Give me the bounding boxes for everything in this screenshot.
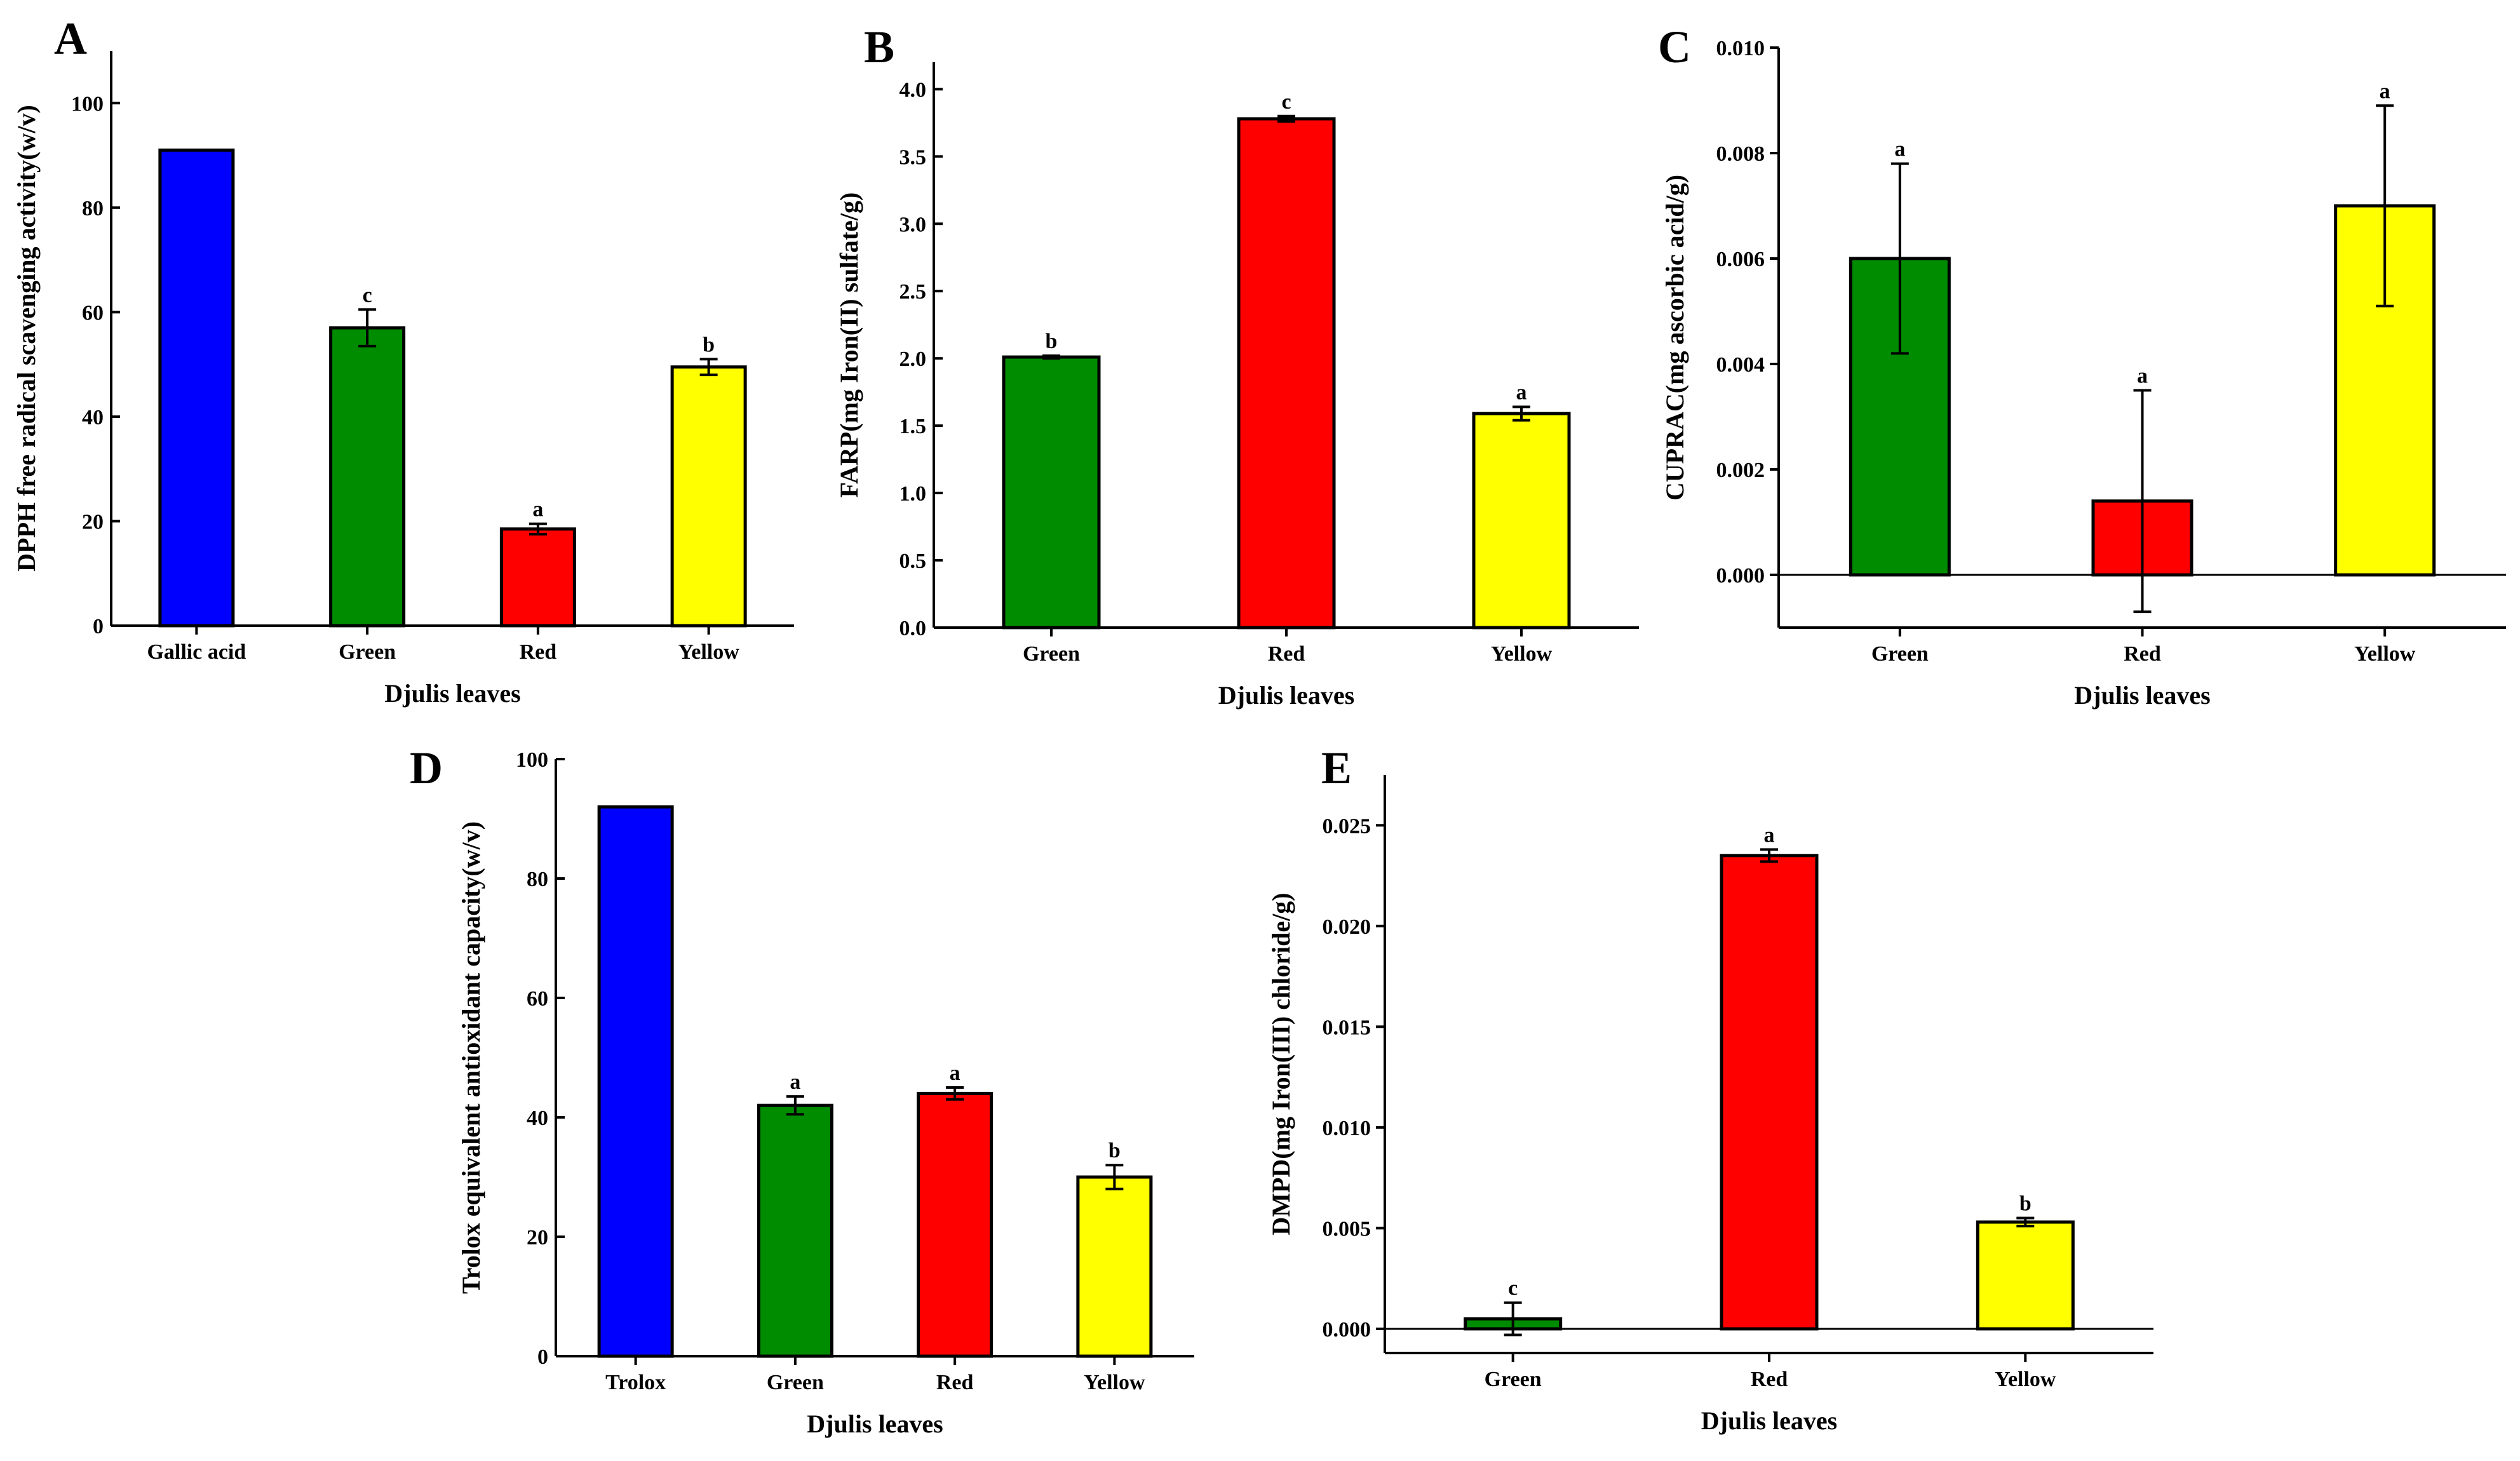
x-axis-title: Djulis leaves: [2074, 681, 2210, 710]
significance-label: c: [363, 283, 372, 307]
y-tick-label: 60: [82, 301, 104, 325]
x-tick-label: Green: [1023, 642, 1080, 666]
bar: [1002, 355, 1101, 630]
y-tick-label: 3.5: [900, 145, 927, 169]
bar: [597, 805, 674, 1358]
bar: [158, 148, 235, 628]
significance-label: a: [1764, 823, 1775, 847]
x-tick-label: Green: [767, 1371, 824, 1394]
y-tick-label: 0.025: [1323, 814, 1371, 838]
bar: [1720, 854, 1819, 1331]
panel-letter: E: [1321, 743, 1352, 793]
panel-a: Ac a b 0 20 40 60 80 100 Gallic acid Green Red Yello…: [12, 13, 794, 708]
bar: [917, 1091, 994, 1358]
y-tick-label: 0: [93, 615, 104, 638]
y-tick-label: 0.020: [1323, 915, 1371, 939]
y-tick-label: 20: [82, 510, 104, 534]
panel-b: Bb c a 0.0 0.5 1.0 1.5 2.0 2.5 3.0 3.5 4.0 Green Red Y…: [835, 22, 1639, 710]
bar: [757, 1103, 833, 1358]
significance-label: c: [1508, 1277, 1518, 1300]
panel-letter: B: [864, 22, 894, 72]
y-tick-label: 100: [71, 92, 104, 116]
y-tick-label: 0.010: [1323, 1117, 1371, 1140]
panel-letter: D: [410, 743, 443, 793]
x-tick-label: Green: [339, 640, 396, 664]
y-tick-label: 0.006: [1716, 248, 1765, 271]
significance-label: a: [2380, 79, 2390, 103]
bar: [1076, 1175, 1153, 1358]
y-tick-label: 0.010: [1716, 37, 1765, 60]
x-tick-label: Yellow: [1995, 1368, 2056, 1391]
x-tick-label: Yellow: [678, 640, 739, 664]
significance-label: c: [1281, 90, 1291, 114]
y-tick-label: 80: [527, 868, 548, 891]
significance-label: a: [1894, 138, 1905, 161]
significance-label: a: [532, 498, 543, 522]
y-axis-title: FARP(mg Iron(II) sulfate/g): [835, 192, 863, 498]
significance-label: b: [1046, 330, 1058, 353]
y-tick-label: 0.015: [1323, 1016, 1371, 1039]
x-tick-label: Yellow: [2354, 642, 2416, 666]
x-axis-title: Djulis leaves: [1701, 1406, 1837, 1435]
y-tick-label: 0: [537, 1345, 548, 1369]
y-axis-title: DPPH free radical scavenging activity(w/…: [12, 105, 41, 572]
y-tick-label: 40: [82, 406, 104, 429]
significance-label: a: [790, 1070, 800, 1094]
x-tick-label: Red: [1751, 1368, 1788, 1391]
y-tick-label: 20: [527, 1226, 548, 1249]
y-tick-label: 0.000: [1716, 564, 1765, 588]
x-tick-label: Yellow: [1491, 642, 1553, 666]
y-tick-label: 3.0: [900, 213, 927, 236]
y-tick-label: 0.004: [1716, 353, 1765, 377]
y-tick-label: 80: [82, 197, 104, 220]
x-tick-label: Red: [520, 640, 557, 664]
x-tick-label: Trolox: [605, 1371, 666, 1394]
y-tick-label: 0.0: [900, 617, 927, 640]
bar: [1976, 1220, 2075, 1331]
significance-label: a: [950, 1061, 960, 1085]
significance-label: a: [1516, 380, 1527, 404]
y-tick-label: 2.0: [900, 347, 927, 371]
bar: [499, 527, 576, 628]
x-tick-label: Green: [1871, 642, 1929, 666]
significance-label: b: [2019, 1192, 2031, 1216]
bar: [670, 365, 747, 628]
y-tick-label: 1.5: [900, 415, 927, 438]
y-tick-label: 0.5: [900, 549, 927, 573]
y-tick-label: 1.0: [900, 482, 927, 506]
y-tick-label: 2.5: [900, 280, 927, 304]
x-axis-title: Djulis leaves: [1218, 681, 1354, 710]
y-tick-label: 0.000: [1323, 1318, 1371, 1342]
y-tick-label: 0.002: [1716, 459, 1765, 482]
x-tick-label: Yellow: [1084, 1371, 1145, 1394]
x-tick-label: Green: [1485, 1368, 1542, 1391]
panel-c: Ca a a 0.000 0.002 0.004 0.006 0.008 0.010 Green R…: [1658, 22, 2506, 710]
y-tick-label: 0.008: [1716, 142, 1765, 166]
y-tick-label: 4.0: [900, 78, 927, 102]
y-axis-title: Trolox equivalent antioxidant capacity(w…: [457, 821, 485, 1294]
x-axis-title: Djulis leaves: [807, 1410, 943, 1438]
y-tick-label: 60: [527, 987, 548, 1011]
y-tick-label: 0.005: [1323, 1217, 1371, 1241]
significance-label: b: [1108, 1139, 1121, 1162]
bar: [1237, 117, 1336, 630]
x-tick-label: Gallic acid: [147, 640, 246, 664]
panel-letter: C: [1658, 22, 1691, 72]
bar: [1472, 412, 1571, 630]
y-axis-title: CUPRAC(mg ascorbic acid/g): [1661, 175, 1689, 501]
x-tick-label: Red: [936, 1371, 974, 1394]
panel-e: Ec a b 0.000 0.005 0.010 0.015 0.020 0.025 Green R…: [1267, 743, 2153, 1435]
x-tick-label: Red: [2124, 642, 2161, 666]
bar: [329, 326, 406, 628]
y-tick-label: 40: [527, 1107, 548, 1130]
x-tick-label: Red: [1268, 642, 1305, 666]
significance-label: b: [703, 333, 715, 356]
y-tick-label: 100: [516, 748, 548, 772]
panel-letter: A: [54, 13, 87, 64]
significance-label: a: [2137, 365, 2148, 388]
x-axis-title: Djulis leaves: [384, 679, 520, 708]
panel-d: Da a b 0 20 40 60 80 100 Trolox Green Red Yellow Djul…: [410, 743, 1194, 1438]
y-axis-title: DMPD(mg Iron(III) chloride/g): [1267, 892, 1295, 1235]
